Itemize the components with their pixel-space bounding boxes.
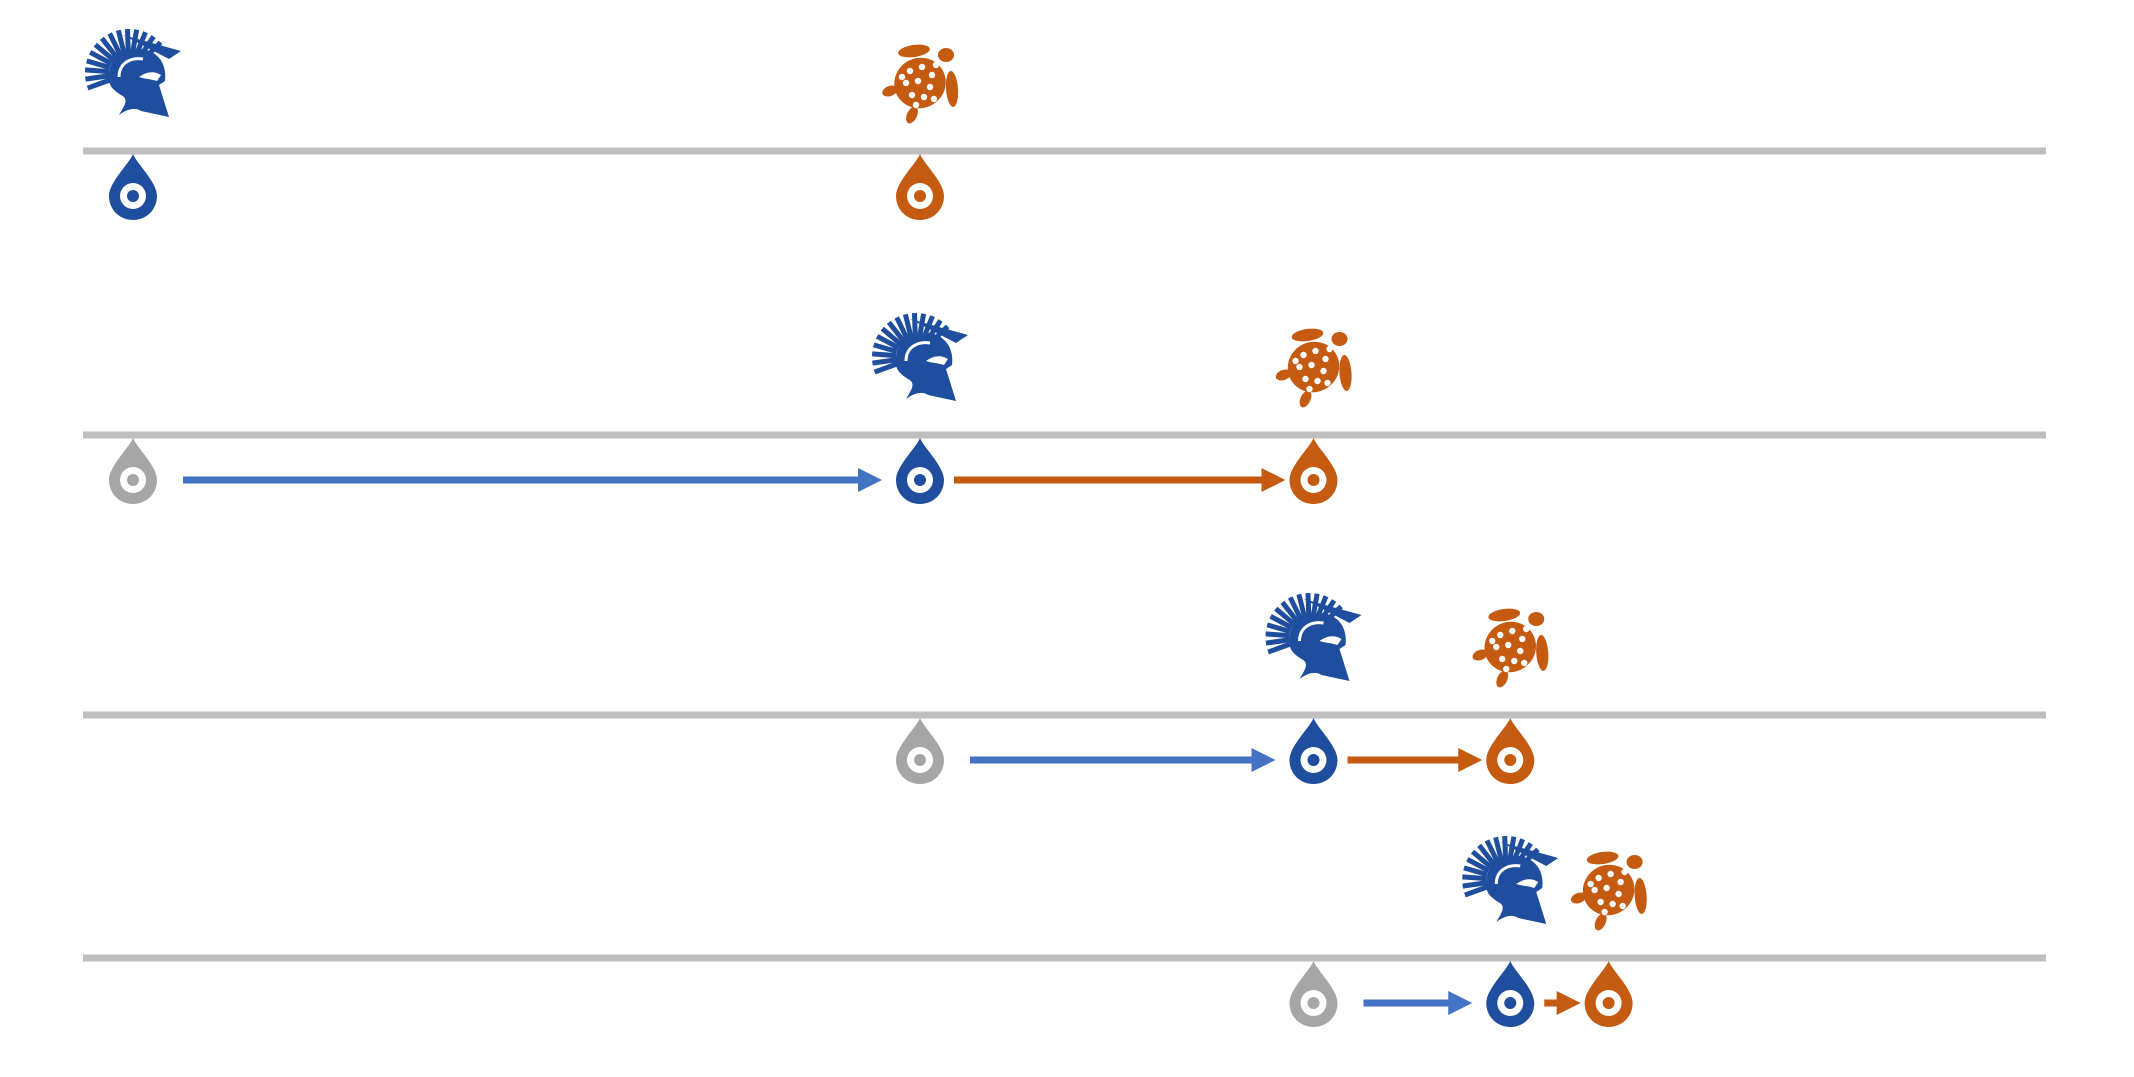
tortoise-turtle-icon <box>1275 328 1352 408</box>
tortoise-turtle-icon <box>1472 608 1549 688</box>
tortoise-position-pin-icon <box>1584 961 1633 1027</box>
achilles-helmet-icon <box>871 312 968 401</box>
achilles-position-pin-icon <box>896 438 944 504</box>
tortoise-move-arrow <box>1544 991 1581 1015</box>
tortoise-move-arrow <box>1347 748 1483 772</box>
tortoise-position-pin-icon <box>1289 438 1338 504</box>
achilles-position-pin-icon <box>109 154 157 220</box>
tortoise-turtle-icon <box>882 44 959 124</box>
achilles-helmet-icon <box>1462 835 1559 924</box>
achilles-move-arrow <box>183 468 882 492</box>
tortoise-position-pin-icon <box>896 154 944 220</box>
achilles-helmet-icon <box>1265 592 1362 681</box>
previous-position-pin-icon <box>1289 961 1338 1027</box>
achilles-position-pin-icon <box>1486 961 1535 1027</box>
previous-position-pin-icon <box>109 438 157 504</box>
achilles-helmet-icon <box>84 28 181 117</box>
achilles-move-arrow <box>970 748 1276 772</box>
tortoise-move-arrow <box>954 468 1286 492</box>
tortoise-turtle-icon <box>1570 851 1647 931</box>
previous-position-pin-icon <box>896 718 944 784</box>
achilles-position-pin-icon <box>1289 718 1338 784</box>
tortoise-position-pin-icon <box>1486 718 1535 784</box>
achilles-move-arrow <box>1363 991 1473 1015</box>
